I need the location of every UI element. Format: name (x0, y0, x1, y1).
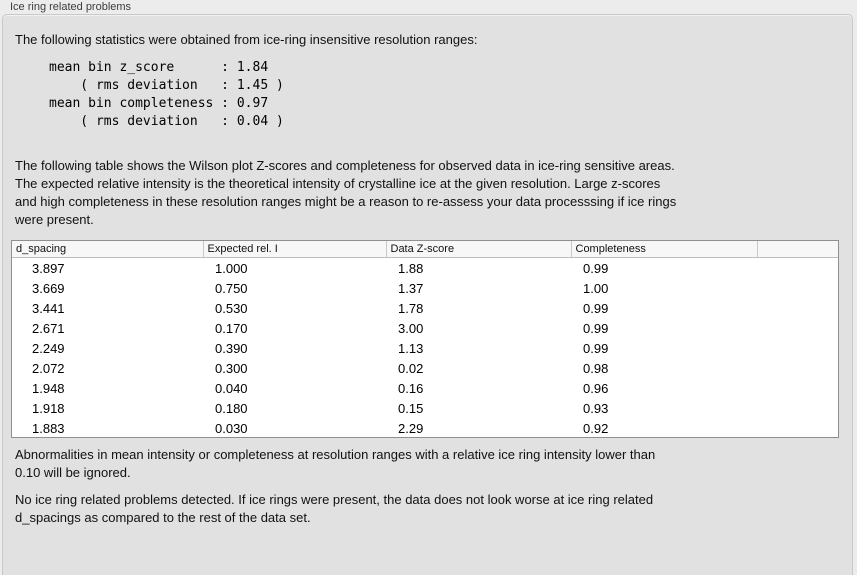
table-cell: 1.948 (32, 380, 65, 396)
text-line: 0.10 will be ignored. (15, 465, 131, 480)
intro-text: The following statistics were obtained f… (15, 32, 478, 47)
table-cell: 1.883 (32, 420, 65, 436)
table-cell (757, 398, 838, 418)
table-cell: 2.29 (398, 420, 424, 436)
text-line: and high completeness in these resolutio… (15, 194, 677, 209)
table-cell: 0.92 (583, 420, 609, 436)
text-line: The following table shows the Wilson plo… (15, 158, 675, 173)
table-row[interactable]: 1.948 0.040 0.16 0.96 (12, 378, 838, 398)
text-line: The expected relative intensity is the t… (15, 176, 661, 191)
table-row[interactable]: 2.072 0.300 0.02 0.98 (12, 358, 838, 378)
table-cell: 0.390 (215, 340, 248, 356)
table-cell: 0.15 (398, 400, 424, 416)
table-cell: 1.13 (398, 340, 424, 356)
table-cell: 0.02 (398, 360, 424, 376)
table-cell: 0.040 (215, 380, 248, 396)
table-cell: 0.750 (215, 280, 248, 296)
column-header[interactable]: Completeness (571, 241, 758, 258)
table-cell: 0.93 (583, 400, 609, 416)
ice-ring-table[interactable]: d_spacing Expected rel. I Data Z-score Comp… (11, 240, 839, 438)
table-row[interactable]: 3.897 1.000 1.88 0.99 (12, 258, 838, 279)
table-cell: 3.441 (32, 300, 65, 316)
table-cell: 1.918 (32, 400, 65, 416)
table-cell: 2.072 (32, 360, 65, 376)
table-cell (757, 258, 838, 279)
table-row[interactable]: 1.918 0.180 0.15 0.93 (12, 398, 838, 418)
table-cell: 1.88 (398, 260, 424, 276)
column-header[interactable] (757, 241, 838, 258)
table-cell: 0.99 (583, 300, 609, 316)
table-cell: 0.16 (398, 380, 424, 396)
text-line: No ice ring related problems detected. I… (15, 492, 654, 507)
table-row[interactable]: 3.441 0.530 1.78 0.99 (12, 298, 838, 318)
table-cell (757, 298, 838, 318)
ice-ring-groupbox: The following statistics were obtained f… (2, 14, 853, 575)
ignore-note-text: Abnormalities in mean intensity or compl… (15, 446, 655, 482)
text-line: mean bin completeness : 0.97 (49, 96, 269, 111)
text-line: ( rms deviation : 0.04 ) (49, 114, 284, 129)
table-cell: 0.99 (583, 320, 609, 336)
table-cell: 1.00 (583, 280, 609, 296)
table-cell (757, 338, 838, 358)
text-line: ( rms deviation : 1.45 ) (49, 78, 284, 93)
groupbox-title: Ice ring related problems (10, 1, 132, 13)
table-cell: 0.180 (215, 400, 248, 416)
table-cell: 3.897 (32, 260, 65, 276)
table-cell: 0.98 (583, 360, 609, 376)
text-line: mean bin z_score : 1.84 (49, 60, 269, 75)
table-cell: 0.530 (215, 300, 248, 316)
table-cell: 1.78 (398, 300, 424, 316)
table-row[interactable]: 3.669 0.750 1.37 1.00 (12, 278, 838, 298)
table-cell: 0.300 (215, 360, 248, 376)
table-cell: 2.249 (32, 340, 65, 356)
table-cell (757, 378, 838, 398)
table-cell: 0.170 (215, 320, 248, 336)
text-line: were present. (15, 212, 94, 227)
table-cell: 0.030 (215, 420, 248, 436)
conclusion-text: No ice ring related problems detected. I… (15, 491, 653, 527)
stats-block: mean bin z_score : 1.84 ( rms deviation … (49, 59, 284, 131)
ice-ring-data-table: d_spacing Expected rel. I Data Z-score Comp… (12, 241, 838, 437)
description-text: The following table shows the Wilson plo… (15, 157, 676, 229)
table-cell: 3.669 (32, 280, 65, 296)
text-line: d_spacings as compared to the rest of th… (15, 510, 311, 525)
table-header-row: d_spacing Expected rel. I Data Z-score Comp… (12, 241, 838, 258)
text-line: Abnormalities in mean intensity or compl… (15, 447, 656, 462)
table-row[interactable]: 1.883 0.030 2.29 0.92 (12, 418, 838, 437)
column-header[interactable]: d_spacing (12, 241, 204, 258)
table-cell: 3.00 (398, 320, 424, 336)
table-cell (757, 358, 838, 378)
column-header[interactable]: Data Z-score (386, 241, 572, 258)
table-cell: 0.96 (583, 380, 609, 396)
table-cell: 1.37 (398, 280, 424, 296)
table-row[interactable]: 2.671 0.170 3.00 0.99 (12, 318, 838, 338)
table-cell (757, 418, 838, 437)
table-cell: 2.671 (32, 320, 65, 336)
table-cell (757, 278, 838, 298)
column-header[interactable]: Expected rel. I (203, 241, 387, 258)
table-cell: 0.99 (583, 260, 609, 276)
table-cell (757, 318, 838, 338)
table-cell: 1.000 (215, 260, 248, 276)
table-cell: 0.99 (583, 340, 609, 356)
table-row[interactable]: 2.249 0.390 1.13 0.99 (12, 338, 838, 358)
